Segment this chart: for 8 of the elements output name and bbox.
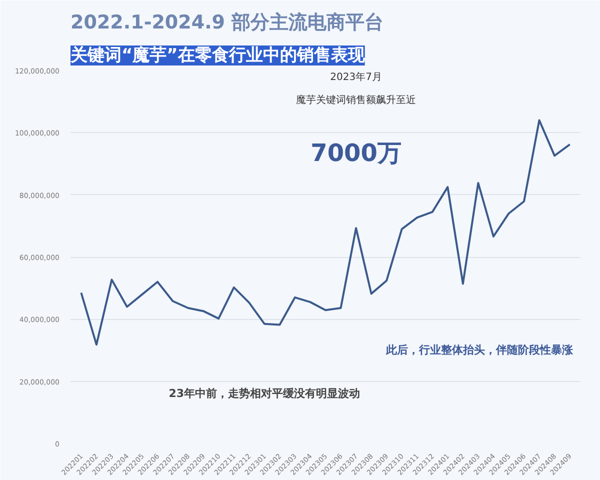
annotation: 魔芋关键词销售额飙升至近	[296, 94, 416, 106]
chart-title: 2022.1-2024.9 部分主流电商平台	[70, 12, 384, 34]
annotation: 7000万	[310, 138, 402, 167]
chart-subtitle: 关键词“魔芋”在零食行业中的销售表现	[70, 46, 366, 66]
annotation: 2023年7月	[330, 70, 382, 83]
annotation: 此后，行业整体抬头，伴随阶段性暴涨	[384, 343, 574, 356]
line-series	[80, 119, 571, 346]
annotation: 23年中前，走势相对平缓没有明显波动	[168, 386, 360, 400]
